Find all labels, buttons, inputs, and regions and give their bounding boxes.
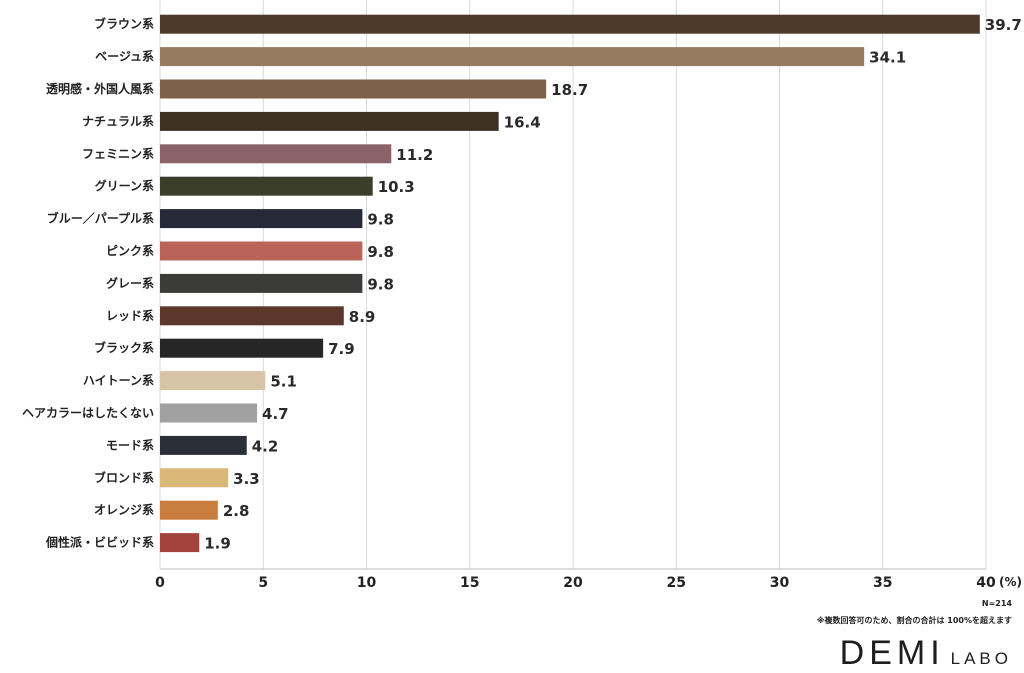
x-tick-label: 10 [357,575,377,591]
logo-sub-text: LABO [950,649,1012,668]
bar [160,176,373,196]
value-label: 18.7 [551,81,588,99]
value-label: 11.2 [396,146,433,164]
value-label: 3.3 [233,470,260,488]
x-tick-label: 25 [667,575,686,591]
bar [160,111,499,131]
bar [160,209,363,229]
bar [160,273,363,293]
category-label: ピンク系 [106,243,154,258]
category-label: ブラック系 [94,340,154,355]
value-label: 9.8 [367,211,394,229]
category-label: ベージュ系 [95,49,154,64]
x-axis-unit-label: (%) [999,575,1022,589]
category-label: ヘアカラーはしたくない [22,406,154,420]
footnote: ※複数回答可のため、割合の合計は 100%を超えます [816,616,1012,625]
x-tick-label: 40 [976,575,996,591]
value-label: 9.8 [367,243,394,261]
x-tick-label: 20 [563,575,583,591]
value-label: 1.9 [204,535,231,553]
category-label: モード系 [106,437,154,452]
value-label: 2.8 [223,502,250,520]
logo-main-text: DEMI [839,634,945,672]
bar [160,468,229,488]
category-label: グレー系 [106,275,154,290]
bar-chart: 0 5 10 15 20 25 30 35 40 (%) ブラウン系 39.7 ベージュ系 34.1 透明感… [22,0,1022,591]
bar [160,79,547,99]
x-tick-label: 15 [460,575,479,591]
bar [160,306,344,326]
bar [160,241,363,261]
x-tick-label: 30 [770,575,790,591]
bar [160,338,324,358]
bar [160,403,258,423]
bar [160,47,865,67]
value-label: 5.1 [270,373,297,391]
bar [160,371,266,391]
value-label: 9.8 [367,275,394,293]
category-label: ブルー／パープル系 [47,211,154,226]
category-label: グリーン系 [95,178,154,193]
category-label: 個性派・ビビッド系 [45,535,154,550]
bar [160,14,980,34]
bar [160,144,392,164]
x-tick-label: 35 [873,575,892,591]
brand-logo: DEMI LABO [840,634,1012,673]
value-label: 4.2 [252,437,279,455]
value-label: 4.7 [262,405,289,423]
category-label: ブラウン系 [94,16,154,31]
value-label: 39.7 [985,16,1022,34]
sample-size-note: N=214 [981,599,1012,608]
value-label: 10.3 [378,178,415,196]
category-label: ハイトーン系 [83,373,154,388]
category-label: ナチュラル系 [82,113,154,128]
value-label: 16.4 [504,113,541,131]
bar [160,500,218,520]
bar [160,435,247,455]
value-label: 8.9 [349,308,376,326]
value-label: 34.1 [869,49,906,67]
x-tick-label: 5 [258,575,268,591]
bar [160,533,200,553]
category-label: 透明感・外国人風系 [46,81,154,96]
category-label: オレンジ系 [94,502,154,517]
category-label: ブロンド系 [94,470,154,485]
category-label: フェミニン系 [82,146,154,161]
value-label: 7.9 [328,340,355,358]
category-label: レッド系 [106,308,154,323]
x-tick-label: 0 [155,575,165,591]
